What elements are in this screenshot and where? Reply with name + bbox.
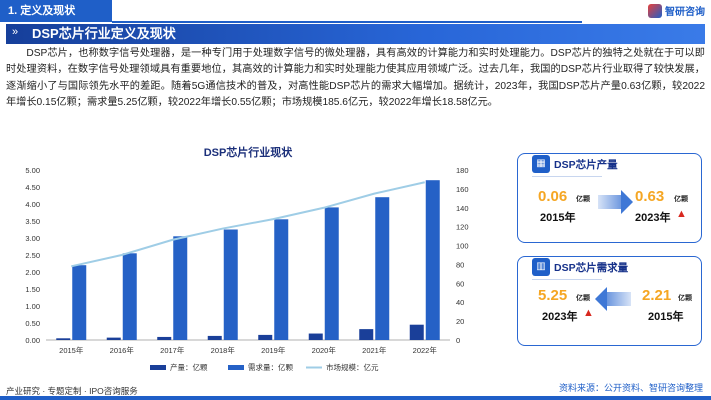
- bar-production: [308, 333, 323, 340]
- y-right-tick-label: 160: [456, 185, 469, 194]
- card-divider: [532, 176, 602, 177]
- chart-title: DSP芯片行业现状: [204, 145, 294, 159]
- card-from-year: 2023年: [542, 311, 578, 323]
- x-tick-label: 2018年: [211, 345, 236, 355]
- footer-source: 资料来源：公开资料、智研咨询整理: [558, 383, 703, 393]
- bar-demand: [324, 207, 339, 340]
- bar-demand: [425, 180, 440, 340]
- production-card: ▦ DSP芯片产量 0.06 亿颗 2015年 0.63 亿颗 2023年 ▲: [517, 153, 702, 243]
- bar-chart-icon: ▥: [532, 258, 550, 276]
- x-tick-label: 2022年: [413, 345, 438, 355]
- arrow-body: [598, 195, 622, 209]
- y-right-tick-label: 20: [456, 317, 464, 326]
- x-tick-label: 2016年: [110, 345, 135, 355]
- card-from-value: 5.25: [538, 287, 568, 304]
- factory-icon: ▦: [532, 155, 550, 173]
- y-left-tick-label: 0.00: [25, 336, 40, 345]
- y-left-tick-label: 1.00: [25, 302, 40, 311]
- y-right-tick-label: 0: [456, 336, 460, 345]
- y-left-tick-label: 0.50: [25, 319, 40, 328]
- brand: 智研咨询: [648, 3, 705, 18]
- top-bar: 1. 定义及现状 智研咨询: [0, 0, 711, 23]
- left-arrow-icon: [595, 287, 607, 311]
- page-title: DSP芯片行业定义及现状: [32, 26, 176, 41]
- bar-production: [207, 335, 222, 340]
- y-left-tick-label: 2.50: [25, 251, 40, 260]
- card-header: ▦ DSP芯片产量: [532, 153, 618, 175]
- legend-swatch: [150, 365, 166, 370]
- card-header: ▥ DSP芯片需求量: [532, 256, 628, 278]
- x-tick-label: 2015年: [59, 345, 84, 355]
- y-right-tick-label: 100: [456, 242, 469, 251]
- y-right-tick-label: 80: [456, 260, 464, 269]
- bar-demand: [173, 236, 188, 340]
- card-from-unit: 亿颗: [576, 196, 590, 203]
- x-tick-label: 2020年: [312, 345, 337, 355]
- legend-label: 市场规模：亿元: [326, 362, 379, 372]
- intro-paragraph: DSP芯片，也称数字信号处理器，是一种专门用于处理数字信号的微处理器，具有高效的…: [6, 48, 705, 109]
- footer-services: 产业研究 · 专题定制 · IPO咨询服务: [6, 386, 138, 396]
- chart: DSP芯片行业现状 0.00 0.50 1.00 1.50 2.00 2.50 3.00 3.5…: [0, 140, 500, 385]
- bar-production: [359, 329, 374, 340]
- section-label: 1. 定义及现状: [0, 0, 112, 22]
- y-right-tick-label: 140: [456, 204, 469, 213]
- bar-production: [157, 336, 172, 340]
- bar-demand: [274, 219, 289, 340]
- card-from-year: 2015年: [540, 212, 576, 224]
- card-title: DSP芯片产量: [554, 158, 618, 171]
- brand-logo-icon: [648, 3, 662, 18]
- card-to-unit: 亿颗: [674, 196, 688, 203]
- card-from-value: 0.06: [538, 188, 568, 205]
- up-arrow-icon: ▲: [583, 307, 594, 319]
- bar-production: [258, 334, 273, 340]
- title-bar: » DSP芯片行业定义及现状: [6, 24, 705, 44]
- y-right-tick-label: 180: [456, 166, 469, 175]
- card-title: DSP芯片需求量: [554, 261, 629, 274]
- bar-demand: [223, 229, 238, 340]
- x-tick-label: 2021年: [362, 345, 387, 355]
- bar-production: [106, 337, 121, 340]
- double-chevron-icon: »: [12, 26, 19, 38]
- x-tick-label: 2019年: [261, 345, 286, 355]
- legend-swatch: [228, 365, 244, 370]
- up-arrow-icon: ▲: [676, 208, 687, 220]
- y-right-tick-label: 60: [456, 279, 464, 288]
- y-left-tick-label: 2.00: [25, 268, 40, 277]
- legend-label: 产量：亿颗: [170, 362, 208, 372]
- right-arrow-icon: [621, 190, 633, 214]
- bar-demand: [122, 253, 137, 340]
- card-to-value: 0.63: [635, 188, 665, 205]
- card-to-year: 2023年: [635, 212, 671, 224]
- card-to-year: 2015年: [648, 311, 684, 323]
- bar-production: [409, 324, 424, 340]
- y-left-tick-label: 4.00: [25, 200, 40, 209]
- card-to-value: 2.21: [642, 287, 672, 304]
- y-left-tick-label: 3.00: [25, 234, 40, 243]
- card-from-unit: 亿颗: [576, 295, 590, 302]
- y-right-tick-label: 120: [456, 223, 469, 232]
- y-right-tick-label: 40: [456, 298, 464, 307]
- line-market-size: [71, 181, 425, 268]
- brand-name: 智研咨询: [665, 7, 705, 18]
- legend-label: 需求量：亿颗: [248, 362, 293, 372]
- bar-demand: [72, 265, 87, 340]
- bar-production: [56, 338, 71, 340]
- y-left-tick-label: 5.00: [25, 166, 40, 175]
- demand-card: ▥ DSP芯片需求量 5.25 亿颗 2023年 ▲ 2.21 亿颗 2015年: [517, 256, 702, 346]
- x-tick-label: 2017年: [160, 345, 185, 355]
- card-to-unit: 亿颗: [678, 295, 692, 302]
- y-left-tick-label: 3.50: [25, 217, 40, 226]
- section-divider: [112, 21, 582, 23]
- chart-svg: DSP芯片行业现状 0.00 0.50 1.00 1.50 2.00 2.50 3.00 3.5…: [25, 145, 469, 372]
- footer-bar: [0, 396, 711, 400]
- y-left-tick-label: 4.50: [25, 183, 40, 192]
- card-divider: [532, 279, 602, 280]
- bar-demand: [375, 197, 390, 340]
- y-left-tick-label: 1.50: [25, 285, 40, 294]
- arrow-body: [607, 292, 631, 306]
